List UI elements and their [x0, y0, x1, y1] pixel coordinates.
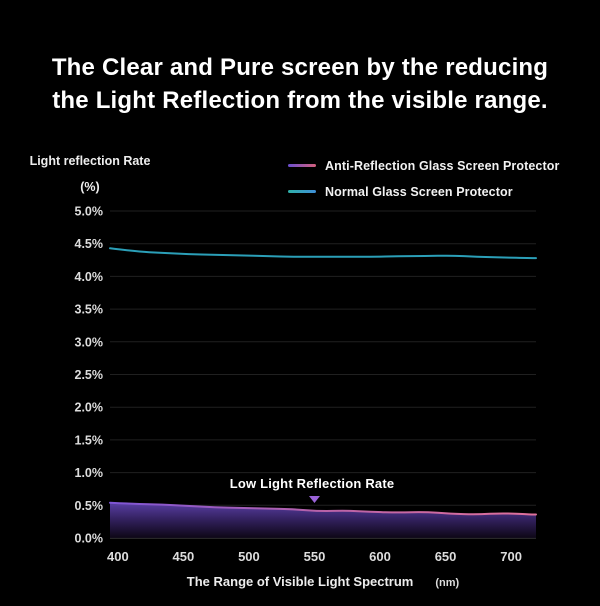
normal-glass-line	[109, 247, 537, 260]
axis-tick-labels: 5.0% 4.5% 4.0% 3.5% 3.0% 2.5% 2.0% 1.5% 1.0% 0.5%…	[75, 205, 522, 565]
y-axis-title-unit: (%)	[80, 180, 100, 194]
y-tick-label: 1.5%	[75, 433, 104, 447]
annotation-label: Low Light Reflection Rate	[229, 476, 395, 491]
x-axis-title-text: The Range of Visible Light Spectrum	[186, 574, 414, 589]
normal-glass-line-swatch	[288, 190, 316, 193]
anti-reflection-area	[110, 502, 536, 538]
y-tick-label: 3.0%	[75, 335, 104, 349]
x-axis-title-unit: (nm)	[435, 577, 460, 589]
y-tick-label: 3.5%	[75, 303, 104, 317]
y-tick-label: 1.0%	[75, 466, 104, 480]
y-axis-title: Light reflection Rate (%)	[28, 148, 152, 200]
anti-reflection-line	[109, 501, 537, 516]
x-tick-label: 500	[238, 549, 260, 564]
legend-label-normal-glass: Normal Glass Screen Protector	[325, 184, 513, 199]
triangle-down-icon	[308, 496, 320, 504]
x-tick-label: 400	[107, 549, 129, 564]
x-tick-label: 650	[435, 549, 457, 564]
legend-item-normal-glass: Normal Glass Screen Protector	[288, 183, 559, 200]
x-tick-label: 450	[173, 549, 195, 564]
y-tick-label: 4.5%	[75, 237, 104, 251]
chart-title-line1: The Clear and Pure screen by the reducin…	[51, 54, 549, 81]
chart-title: The Clear and Pure screen by the reducin…	[0, 51, 600, 117]
data-series	[109, 247, 537, 538]
y-tick-label: 0.5%	[75, 499, 104, 513]
y-tick-label: 0.0%	[75, 532, 104, 546]
x-tick-label: 600	[369, 549, 391, 564]
y-tick-label: 2.0%	[75, 401, 104, 415]
legend-label-anti-reflection: Anti-Reflection Glass Screen Protector	[325, 158, 560, 173]
annotation-marker	[308, 496, 320, 504]
legend: Anti-Reflection Glass Screen Protector N…	[288, 157, 559, 200]
x-tick-label: 550	[304, 549, 326, 564]
y-tick-label: 4.0%	[75, 270, 104, 284]
y-tick-label: 5.0%	[75, 205, 104, 219]
x-tick-label: 700	[500, 549, 522, 564]
anti-reflection-line-swatch	[288, 164, 316, 167]
chart-title-line2: the Light Reflection from the visible ra…	[52, 87, 548, 114]
x-axis-title: The Range of Visible Light Spectrum (nm)	[110, 574, 536, 589]
legend-item-anti-reflection: Anti-Reflection Glass Screen Protector	[288, 157, 559, 174]
y-axis-title-text: Light reflection Rate	[29, 154, 151, 168]
y-tick-label: 2.5%	[75, 368, 104, 382]
gridlines	[110, 210, 536, 539]
